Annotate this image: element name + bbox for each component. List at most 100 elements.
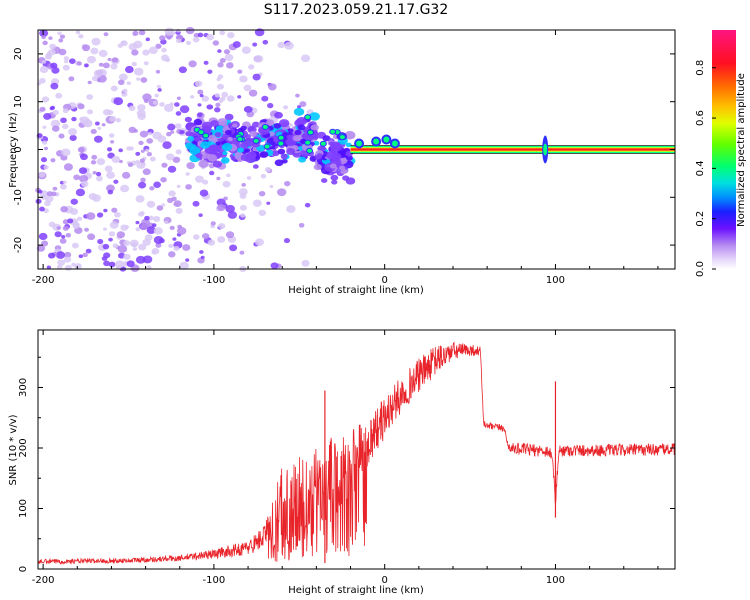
spectrogram-x-label: Height of straight line (km)	[288, 285, 424, 296]
spectrogram-cell	[78, 254, 84, 259]
spectrogram-cell	[86, 94, 94, 100]
spectrogram-cell	[129, 239, 139, 248]
spectrogram-cell	[309, 112, 320, 121]
spectrogram-cell	[146, 138, 154, 144]
spectrogram-cell	[133, 40, 143, 49]
spectrogram-cell	[301, 132, 310, 139]
spectrogram-cell	[193, 234, 200, 240]
spectrogram-cell	[192, 36, 200, 43]
spectrogram-cell	[76, 216, 83, 222]
spectrogram-cell	[61, 123, 69, 130]
spectrogram-cell	[281, 158, 288, 164]
spectrogram-cell	[78, 167, 88, 175]
spectrogram-cell	[186, 162, 195, 170]
spectrogram-cell	[126, 260, 135, 268]
spectrogram-cell	[284, 180, 291, 187]
spectrogram-cell	[86, 109, 93, 115]
spectrogram-cell	[108, 133, 115, 138]
spectrogram-cell	[87, 233, 96, 241]
spectrogram-cell	[79, 117, 84, 121]
spectrogram-cell	[109, 221, 119, 229]
spectrogram-cell	[120, 184, 130, 193]
colorbar-tick-label: 0.8	[695, 60, 706, 76]
spectrogram-cell	[283, 237, 291, 244]
spectrogram-cell	[274, 111, 283, 119]
spectrogram-cell	[288, 123, 293, 127]
spectrogram-cell	[146, 152, 152, 157]
spectrogram-cell	[72, 220, 77, 224]
spectrogram-cell	[64, 264, 72, 271]
spectrogram-cell	[212, 160, 223, 168]
spectrogram-cell	[74, 263, 82, 270]
spectrogram-cell	[223, 196, 228, 201]
spectrogram-cell	[79, 174, 89, 183]
spectrogram-cell	[167, 165, 177, 173]
spectrogram-cell	[49, 43, 56, 50]
spectrogram-cell	[296, 117, 308, 126]
spectrogram-cell	[60, 183, 67, 190]
spectrogram-cell	[169, 225, 175, 231]
spectrogram-cell	[198, 213, 203, 217]
spectrogram-cell	[240, 213, 246, 218]
spectrogram-cell	[103, 227, 107, 231]
snr-x-tick-label: 0	[381, 575, 387, 586]
spectrogram-cell	[104, 165, 113, 173]
spectrogram-cell	[71, 116, 77, 122]
spectrogram-cell	[195, 153, 203, 159]
spectrogram-cell	[155, 43, 162, 49]
spectrogram-cell	[97, 126, 102, 130]
spectrogram-cell	[189, 95, 195, 99]
spectrogram-cell	[156, 205, 164, 211]
spectrogram-cell	[274, 159, 284, 167]
colorbar: 0.0 0.2 0.4 0.6 0.8 Normalized spectral ampl…	[695, 30, 747, 277]
spectrogram-bump-core	[383, 136, 390, 143]
spectrogram-cell	[96, 158, 106, 166]
spectrogram-y-label: Frequency (Hz)	[8, 112, 19, 188]
spectrogram-cell	[201, 95, 210, 102]
spectrogram-cell	[68, 58, 76, 64]
spectrogram-cell	[77, 146, 85, 153]
spectrogram-cell	[264, 166, 272, 173]
spectrogram-cell	[126, 81, 131, 86]
spectrogram-cell	[123, 253, 131, 260]
spectrogram-cell	[206, 104, 214, 110]
spectrogram-cell	[44, 195, 54, 203]
spectrogram-cell	[185, 40, 192, 46]
spectrogram-cell	[84, 63, 89, 68]
spectrogram-cell	[223, 49, 231, 55]
spectrogram-cell	[217, 236, 226, 243]
spectrogram-y-tick-label: 10	[13, 95, 24, 108]
spectrogram-cell	[252, 42, 258, 47]
spectrogram-cell	[184, 116, 192, 123]
spectrogram-cell	[224, 53, 234, 62]
spectrogram-cell	[39, 65, 49, 74]
spectrogram-cell	[270, 262, 279, 269]
spectrogram-cell	[226, 62, 234, 69]
spectrogram-cell	[189, 131, 196, 137]
spectrogram-cell	[71, 262, 76, 267]
spectrogram-cell	[161, 54, 170, 62]
spectrogram-cell	[122, 171, 131, 179]
spectrogram-cell	[165, 153, 175, 161]
spectrogram-cell	[142, 93, 152, 102]
spectrogram-peak	[329, 128, 337, 135]
spectrogram-cell	[137, 104, 146, 112]
spectrogram-cell	[185, 26, 195, 35]
spectrogram-cell	[286, 148, 296, 156]
spectrogram-cell	[197, 112, 203, 117]
spectrogram-bump-core	[373, 138, 380, 145]
spectrogram-cell	[96, 78, 102, 83]
spectrogram-cell	[132, 30, 139, 36]
spectrogram-cell	[106, 184, 115, 192]
spectrogram-cell	[50, 62, 58, 69]
spectrogram-cell	[239, 75, 248, 83]
spectrogram-cell	[155, 242, 162, 248]
spectrogram-cell	[252, 121, 260, 128]
spectrogram-cell	[62, 64, 70, 71]
spectrogram-cell	[46, 265, 52, 270]
spectrogram-cell	[85, 248, 92, 254]
spectrogram-cell	[102, 62, 110, 69]
spectrogram-cell	[267, 102, 274, 109]
snr-y-tick-label: 0	[18, 566, 29, 572]
snr-panel: -200 -100 0 100 0 100 200 300 Height of straigh…	[8, 329, 676, 596]
